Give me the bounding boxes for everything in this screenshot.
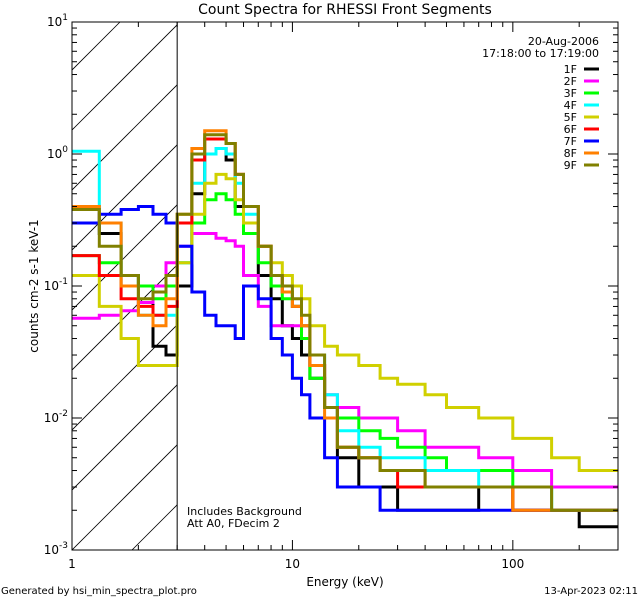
legend-label-1F: 1F — [564, 63, 577, 76]
annotation-attenuator: Att A0, FDecim 2 — [187, 517, 280, 530]
x-tick-label: 100 — [501, 557, 524, 571]
hatch-line — [72, 84, 178, 191]
y-tick-label: 10-3 — [44, 541, 68, 557]
legend-label-9F: 9F — [564, 159, 577, 172]
legend-label-3F: 3F — [564, 87, 577, 100]
y-tick-label: 100 — [47, 145, 68, 161]
time-range-label: 17:18:00 to 17:19:00 — [482, 47, 599, 60]
hatch-line — [72, 444, 178, 550]
legend-label-4F: 4F — [564, 99, 577, 112]
x-axis-label: Energy (keV) — [306, 575, 383, 589]
hatch-line — [72, 204, 178, 311]
x-tick-label: 10 — [285, 557, 300, 571]
series-8F — [72, 129, 618, 512]
legend-label-5F: 5F — [564, 111, 577, 124]
x-tick-label: 1 — [68, 557, 76, 571]
chart-title: Count Spectra for RHESSI Front Segments — [198, 2, 492, 18]
y-tick-label: 10-2 — [44, 409, 68, 425]
legend-label-8F: 8F — [564, 147, 577, 160]
hatch-line — [72, 24, 178, 131]
y-tick-label: 101 — [47, 13, 68, 29]
legend-label-6F: 6F — [564, 123, 577, 136]
y-axis-label: counts cm-2 s-1 keV-1 — [27, 219, 41, 352]
y-tick-label: 10-1 — [44, 277, 68, 293]
legend-label-7F: 7F — [564, 135, 577, 148]
series-3F — [72, 192, 618, 512]
annotation-background: Includes Background — [187, 505, 302, 518]
date-label: 20-Aug-2006 — [528, 35, 599, 48]
footer-timestamp: 13-Apr-2023 02:11 — [544, 586, 638, 597]
series-2F — [72, 232, 618, 489]
series-9F — [72, 133, 618, 512]
footer-generated-by: Generated by hsi_min_spectra_plot.pro — [1, 586, 197, 597]
series-7F — [72, 205, 618, 512]
hatch-line — [72, 384, 178, 491]
legend-label-2F: 2F — [564, 75, 577, 88]
